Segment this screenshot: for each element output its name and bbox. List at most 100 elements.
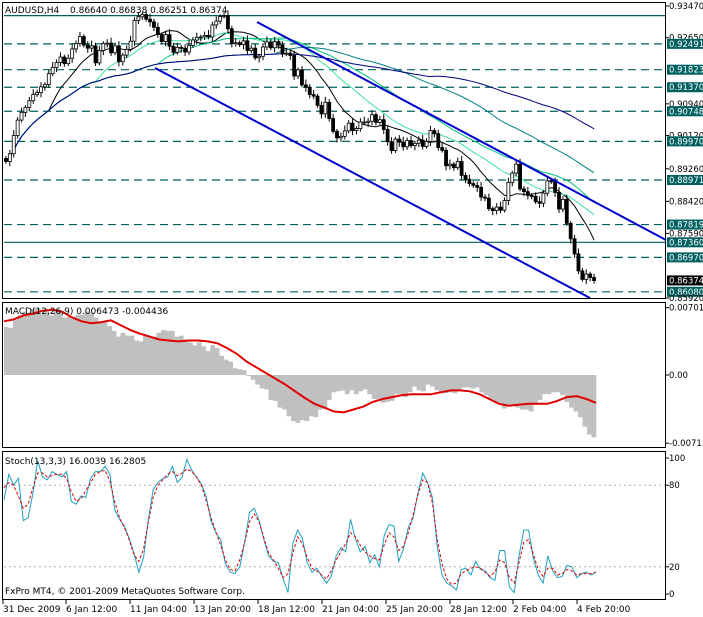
candle-body [362,121,367,124]
candle-body [444,149,448,167]
candle-body [564,198,569,224]
macd-histogram-bar [48,315,54,375]
candle-body [54,62,59,68]
candle-body [15,119,20,136]
macd-histogram-bar [371,375,377,399]
candle-body [459,161,464,176]
macd-histogram-bar [205,351,211,375]
macd-histogram-bar [367,375,373,395]
candle-body [370,114,374,122]
macd-histogram-bar [255,375,260,385]
macd-histogram-bar [259,375,265,389]
candle-body [78,36,82,44]
time-tick-label: 28 Jan 12:00 [450,605,507,615]
macd-histogram-bar [214,348,220,375]
candle-body [354,128,359,131]
macd-histogram-bar [340,375,346,391]
stoch-series [3,457,665,594]
candle-body [335,130,339,139]
candle-body [331,118,336,132]
stoch-tick-label: 80 [669,481,680,491]
candle-body [420,139,425,147]
candle-body [397,138,402,143]
candle-body [440,147,445,151]
macd-histogram-bar [479,375,485,393]
macd-histogram-bar [53,311,59,375]
candle-body [105,42,110,45]
macd-histogram-bar [89,312,94,375]
macd-histogram-bar [362,375,368,390]
level-price-tag [667,106,703,117]
time-tick-label: 21 Jan 04:00 [322,605,379,615]
candle-body [214,20,219,26]
candle-body [74,43,78,50]
macd-histogram-bar [412,375,417,387]
macd-histogram-bar [349,375,355,391]
candle-body [249,47,254,51]
candle-body [31,94,36,102]
macd-histogram-bar [134,340,139,375]
candle-body [116,45,121,63]
candles [4,10,596,285]
candle-body [428,130,433,142]
candle-body [136,16,141,21]
macd-histogram-bar [308,375,314,417]
macd-histogram-bar [506,375,512,405]
macd-histogram-bar [380,375,386,403]
stoch-tick-label: 100 [669,454,685,464]
candle-body [237,42,242,46]
candle-body [46,73,51,85]
candle-body [70,48,75,59]
candle-body [483,196,487,199]
price-tick-label: 0.92650 [669,34,703,44]
candle-body [525,191,530,196]
candle-body [194,36,199,41]
macd-histogram-bar [120,332,126,375]
macd-histogram-bar [277,375,283,408]
stoch-axis: 100 80 20 0 [665,454,685,600]
macd-histogram-bar [102,322,108,375]
macd-histogram-bar [192,345,198,375]
candle-body [4,157,8,162]
price-tick-label: 0.88971 [669,176,703,186]
macd-histogram-bar [483,375,489,396]
macd-histogram-bar [591,375,597,438]
time-tick-label: 11 Jan 04:00 [130,605,187,615]
macd-histogram-bar [398,375,404,395]
candle-body [584,273,589,280]
macd-histogram-bar [461,375,467,388]
candle-body [557,192,561,210]
stoch-panel-frame [2,451,666,600]
candle-body [97,50,102,64]
candle-body [292,55,297,77]
price-horizontal-levels [4,15,665,293]
macd-histogram-bar [425,375,431,385]
level-price-tag [667,286,703,297]
macd-histogram-bar [71,316,77,375]
price-tick-label: 0.87590 [669,229,703,239]
candle-body [510,172,515,183]
macd-histogram-bar [569,375,574,408]
candle-body [50,67,55,75]
candle-body [222,15,226,18]
candle-body [409,140,413,147]
candle-body [89,45,94,49]
candle-body [175,46,180,53]
candle-body [393,138,398,152]
macd-histogram-bar [317,375,323,410]
candle-body [35,92,40,95]
candle-body [448,163,452,167]
macd-histogram-bar [448,375,453,393]
candle-body [42,84,47,88]
candle-body [296,69,300,77]
candle-body [241,40,246,46]
candle-body [140,14,145,18]
price-tick-label: 0.90940 [669,100,703,110]
macd-histogram-bar [403,375,408,398]
candle-body [66,57,71,65]
candle-body [148,18,152,23]
macd-histogram-bar [474,375,480,388]
candle-body [261,46,265,57]
candle-body [288,52,293,56]
candle-body [272,41,277,49]
